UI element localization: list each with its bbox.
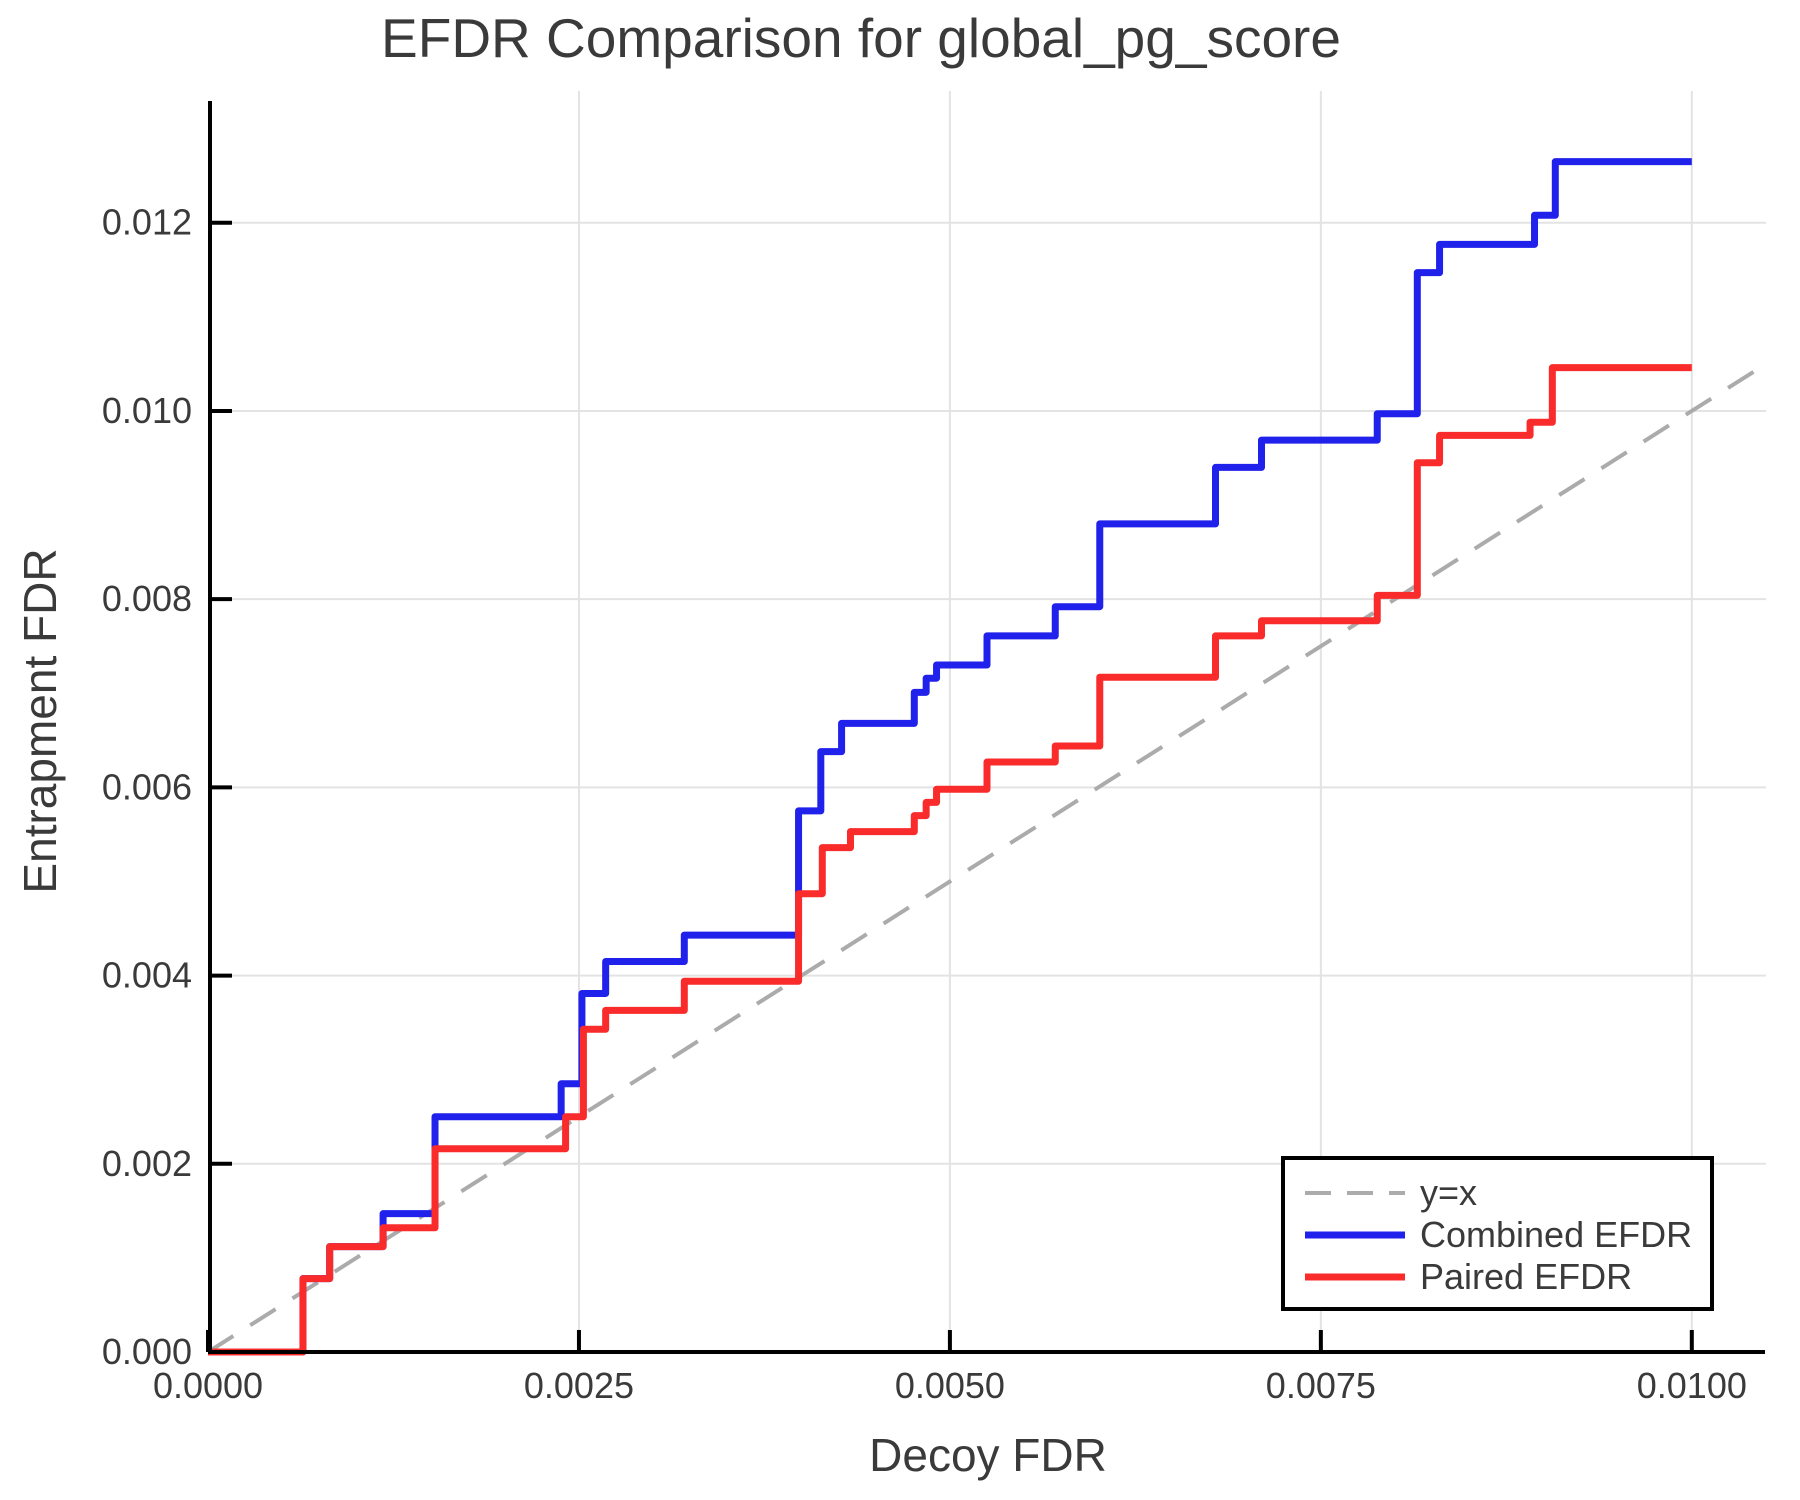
y-axis-label: Entrapment FDR bbox=[14, 548, 66, 894]
combined-efdr-line bbox=[208, 158, 1692, 1356]
x-tick-label: 0.0025 bbox=[524, 1365, 634, 1406]
x-tick-label: 0.0050 bbox=[895, 1365, 1005, 1406]
y-tick-label: 0.004 bbox=[102, 955, 192, 996]
y-tick-label: 0.002 bbox=[102, 1143, 192, 1184]
identity-line bbox=[206, 362, 1768, 1354]
y-tick-label: 0.006 bbox=[102, 766, 192, 807]
x-tick-label: 0.0075 bbox=[1266, 1365, 1376, 1406]
x-tick-label: 0.0100 bbox=[1637, 1365, 1747, 1406]
plot-title: EFDR Comparison for global_pg_score bbox=[381, 7, 1341, 69]
paired-efdr-line bbox=[208, 364, 1692, 1356]
y-tick-label: 0.008 bbox=[102, 578, 192, 619]
x-tick-label: 0.0000 bbox=[153, 1365, 263, 1406]
legend-label: y=x bbox=[1420, 1172, 1477, 1213]
y-tick-label: 0.012 bbox=[102, 202, 192, 243]
legend-label: Combined EFDR bbox=[1420, 1214, 1692, 1255]
y-tick-label: 0.010 bbox=[102, 390, 192, 431]
x-axis-label: Decoy FDR bbox=[869, 1429, 1107, 1481]
legend-label: Paired EFDR bbox=[1420, 1256, 1632, 1297]
y-tick-label: 0.000 bbox=[102, 1331, 192, 1372]
